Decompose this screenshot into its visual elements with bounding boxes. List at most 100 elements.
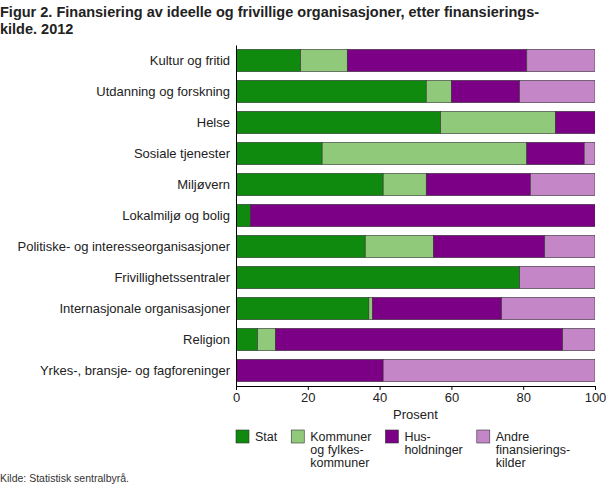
- category-label: Lokalmiljø og bolig: [122, 208, 230, 223]
- tick: Helse: [197, 115, 236, 130]
- legend-label: Andrefinansierings-kilder: [496, 430, 570, 470]
- bar-segment: [502, 297, 595, 319]
- x-axis-line: [237, 387, 596, 391]
- bar-segment: [530, 173, 595, 195]
- tick-label: 80: [516, 390, 530, 405]
- bar-segment: [383, 173, 426, 195]
- x-axis-title: Prosent: [393, 407, 438, 422]
- bar-segment: [563, 328, 595, 350]
- tick: 40: [373, 386, 387, 405]
- series: [236, 49, 595, 381]
- bar-segment: [322, 142, 527, 164]
- legend-swatch: [477, 430, 490, 443]
- bar-segment: [372, 297, 501, 319]
- tick: Kultur og fritid: [150, 53, 236, 68]
- tick: Sosiale tjenester: [134, 146, 236, 161]
- bar-segment: [236, 359, 383, 381]
- tick: Religion: [183, 332, 236, 347]
- tick: Lokalmiljø og bolig: [122, 208, 236, 223]
- title: Figur 2. Finansiering av ideelle og friv…: [0, 4, 539, 37]
- tick: 100: [585, 386, 607, 405]
- title-line: kilde. 2012: [0, 21, 73, 37]
- legend-label-line: kilder: [496, 456, 526, 470]
- legend-label-line: Andre: [496, 430, 529, 444]
- bar-segment: [258, 328, 276, 350]
- tick: 20: [301, 386, 315, 405]
- legend-swatch: [291, 430, 304, 443]
- series: [383, 49, 595, 381]
- tick: Internasjonale organisasjoner: [59, 301, 236, 316]
- bar-segment: [236, 235, 365, 257]
- tick-label: 40: [373, 390, 387, 405]
- source: Kilde: Statistisk sentralbyrå.: [0, 472, 129, 484]
- category-label: Religion: [183, 332, 230, 347]
- legend-label-line: kommuner: [310, 456, 369, 470]
- category-label: Utdanning og forskning: [96, 84, 230, 99]
- legend-label-line: Kommuner: [310, 430, 371, 444]
- series: [236, 49, 520, 350]
- category-label: Frivillighetssentraler: [114, 270, 230, 285]
- category-label: Internasjonale organisasjoner: [59, 301, 230, 316]
- plot: 0 20 40 60 80 100 Kultur og fritid Utdanning og…: [18, 46, 607, 406]
- bar-segment: [236, 266, 520, 288]
- bar-segment: [441, 111, 556, 133]
- tick-label: 20: [301, 390, 315, 405]
- bar-segment: [236, 142, 322, 164]
- bar-segment: [556, 111, 595, 133]
- legend-label: Stat: [255, 430, 278, 444]
- tick: Yrkes-, bransje- og fagforeninger: [40, 363, 236, 378]
- bar-segment: [250, 204, 595, 226]
- legend-swatch: [236, 430, 249, 443]
- bar-segment: [236, 328, 258, 350]
- bar-segment: [595, 111, 596, 133]
- bar-segment: [236, 111, 441, 133]
- tick-label: 60: [445, 390, 459, 405]
- legend-swatch: [385, 430, 398, 443]
- legend-item: Andrefinansierings-kilder: [477, 430, 570, 470]
- bar-segment: [595, 204, 596, 226]
- bar-segment: [520, 266, 595, 288]
- bar-segment: [301, 49, 348, 71]
- bar-segment: [527, 142, 584, 164]
- bar-segment: [236, 297, 369, 319]
- legend-item: Stat: [236, 430, 278, 444]
- legend-label-line: holdninger: [404, 443, 462, 457]
- chart: Figur 2. Finansiering av ideelle og friv…: [0, 0, 610, 488]
- category-label: Sosiale tjenester: [134, 146, 231, 161]
- bar-segment: [545, 235, 595, 257]
- legend-item: Kommunerog fylkes-kommuner: [291, 430, 371, 470]
- tick: 60: [445, 386, 459, 405]
- category-label: Yrkes-, bransje- og fagforeninger: [40, 363, 231, 378]
- legend-label-line: og fylkes-: [310, 443, 364, 457]
- tick: Utdanning og forskning: [96, 84, 236, 99]
- bar-segment: [347, 49, 527, 71]
- legend-label: Hus-holdninger: [404, 430, 462, 457]
- tick: Frivillighetssentraler: [114, 270, 236, 285]
- legend-label: Kommunerog fylkes-kommuner: [310, 430, 371, 470]
- bar-segment: [426, 173, 530, 195]
- tick: Politiske- og interesseorganisasjoner: [18, 239, 236, 254]
- bar-segment: [433, 235, 544, 257]
- bar-segment: [236, 80, 426, 102]
- bar-segment: [426, 80, 451, 102]
- bar-segment: [236, 49, 301, 71]
- y-axis-line: [236, 46, 237, 387]
- bar-segment: [236, 173, 383, 195]
- category-label: Kultur og fritid: [150, 53, 230, 68]
- bar-segment: [236, 204, 250, 226]
- legend-label-line: Stat: [255, 430, 278, 444]
- bar-segment: [383, 359, 595, 381]
- bar-segment: [369, 297, 373, 319]
- tick-label: 0: [233, 390, 240, 405]
- category-label: Helse: [197, 115, 230, 130]
- legend-label-line: Hus-: [404, 430, 430, 444]
- y-axis: Kultur og fritid Utdanning og forskning He…: [18, 46, 237, 387]
- bar-segment: [451, 80, 519, 102]
- x-axis: 0 20 40 60 80 100: [233, 386, 606, 405]
- bar-segment: [584, 142, 595, 164]
- bar-segment: [520, 80, 595, 102]
- category-label: Politiske- og interesseorganisasjoner: [18, 239, 231, 254]
- bar-segment: [527, 49, 595, 71]
- tick: 80: [516, 386, 530, 405]
- tick: 0: [233, 386, 240, 405]
